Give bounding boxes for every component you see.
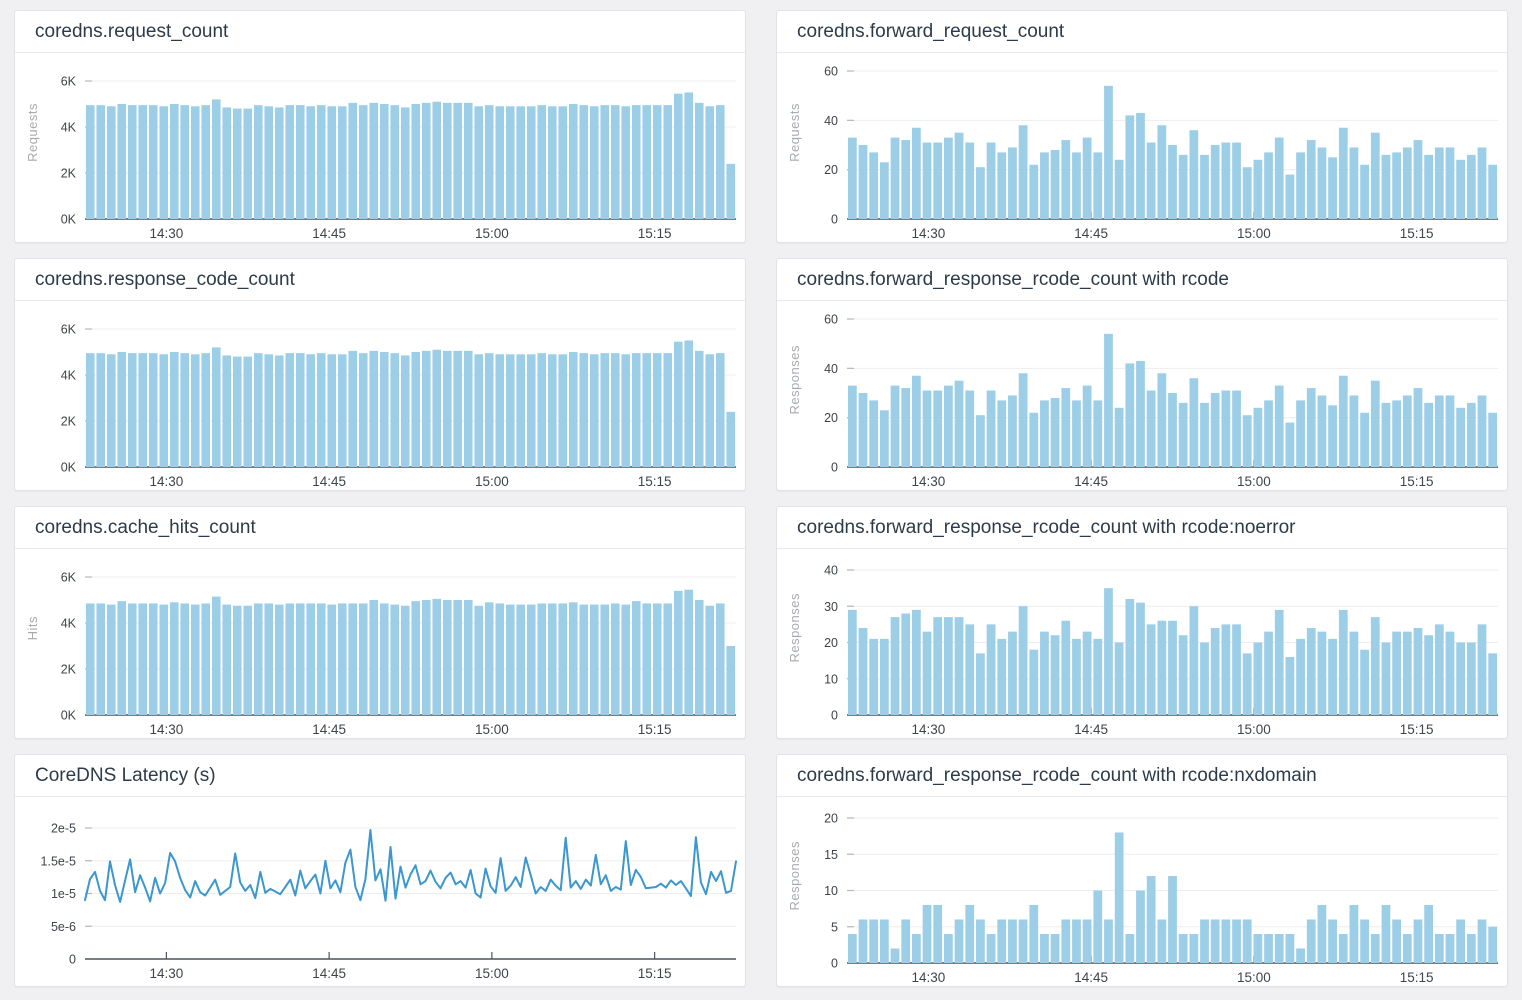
svg-text:15:00: 15:00 <box>475 722 509 737</box>
chart-title: coredns.forward_response_rcode_count wit… <box>777 507 1507 549</box>
svg-text:4K: 4K <box>61 617 77 631</box>
svg-text:15:00: 15:00 <box>1237 226 1271 241</box>
chart-card-request-count: coredns.request_count Requests 0K 2K 4K 6K 1… <box>14 10 746 243</box>
svg-text:14:45: 14:45 <box>312 722 346 737</box>
svg-text:5: 5 <box>831 920 838 934</box>
svg-text:10: 10 <box>824 672 838 686</box>
chart-title: coredns.response_code_count <box>15 259 745 301</box>
svg-text:2e-5: 2e-5 <box>51 822 76 836</box>
chart-title: coredns.forward_response_rcode_count wit… <box>777 755 1507 797</box>
svg-text:20: 20 <box>824 411 838 425</box>
svg-text:0: 0 <box>69 953 76 967</box>
svg-text:0: 0 <box>831 957 838 971</box>
svg-text:0K: 0K <box>61 461 77 475</box>
svg-text:15:00: 15:00 <box>1237 970 1271 985</box>
svg-text:2K: 2K <box>61 415 77 429</box>
svg-text:14:30: 14:30 <box>911 474 945 489</box>
svg-text:0: 0 <box>831 213 838 227</box>
chart-card-rcode-nxdomain: coredns.forward_response_rcode_count wit… <box>776 754 1508 987</box>
svg-text:15:00: 15:00 <box>1237 722 1271 737</box>
svg-text:60: 60 <box>824 65 838 79</box>
svg-text:6K: 6K <box>61 75 77 89</box>
svg-text:15: 15 <box>824 848 838 862</box>
svg-text:15:15: 15:15 <box>638 474 672 489</box>
svg-text:1e-5: 1e-5 <box>51 887 76 901</box>
svg-text:15:15: 15:15 <box>1400 722 1434 737</box>
chart-plot-area[interactable]: Requests 0K 2K 4K 6K 14:30 14:45 15:00 15:15 <box>15 53 745 242</box>
svg-text:15:15: 15:15 <box>1400 474 1434 489</box>
svg-text:15:15: 15:15 <box>1400 226 1434 241</box>
chart-title: coredns.forward_request_count <box>777 11 1507 53</box>
chart-card-forward-request-count: coredns.forward_request_count Requests 0… <box>776 10 1508 243</box>
svg-text:14:45: 14:45 <box>1074 722 1108 737</box>
svg-text:0K: 0K <box>61 213 77 227</box>
svg-text:15:00: 15:00 <box>475 226 509 241</box>
svg-text:1.5e-5: 1.5e-5 <box>41 854 76 868</box>
svg-text:14:30: 14:30 <box>911 722 945 737</box>
svg-text:14:30: 14:30 <box>149 722 183 737</box>
svg-text:0K: 0K <box>61 709 77 723</box>
svg-text:14:45: 14:45 <box>312 474 346 489</box>
chart-card-forward-response-rcode: coredns.forward_response_rcode_count wit… <box>776 258 1508 491</box>
svg-text:20: 20 <box>824 636 838 650</box>
svg-text:14:30: 14:30 <box>911 970 945 985</box>
svg-text:14:45: 14:45 <box>312 226 346 241</box>
chart-title: coredns.cache_hits_count <box>15 507 745 549</box>
svg-text:14:45: 14:45 <box>1074 226 1108 241</box>
svg-text:14:30: 14:30 <box>149 966 183 981</box>
svg-text:14:30: 14:30 <box>149 226 183 241</box>
chart-card-cache-hits-count: coredns.cache_hits_count Hits 0K 2K 4K 6K 14… <box>14 506 746 739</box>
chart-plot-area[interactable]: Responses 0 10 20 30 40 14:30 14:45 15:00 15:15 <box>777 549 1507 738</box>
svg-text:2K: 2K <box>61 167 77 181</box>
svg-text:15:00: 15:00 <box>475 966 509 981</box>
svg-text:2K: 2K <box>61 663 77 677</box>
svg-text:20: 20 <box>824 812 838 826</box>
chart-plot-area[interactable]: Requests 0 20 40 60 14:30 14:45 15:00 15:15 <box>777 53 1507 242</box>
svg-text:4K: 4K <box>61 369 77 383</box>
svg-text:15:15: 15:15 <box>638 722 672 737</box>
chart-plot-area[interactable]: 0K 2K 4K 6K 14:30 14:45 15:00 15:15 <box>15 301 745 490</box>
svg-text:60: 60 <box>824 313 838 327</box>
svg-text:15:15: 15:15 <box>638 226 672 241</box>
svg-text:14:30: 14:30 <box>911 226 945 241</box>
chart-card-latency: CoreDNS Latency (s) 0 5e-6 1e-5 1.5e-5 2e-5 1… <box>14 754 746 987</box>
svg-text:15:15: 15:15 <box>1400 970 1434 985</box>
svg-text:14:45: 14:45 <box>1074 474 1108 489</box>
svg-text:6K: 6K <box>61 323 77 337</box>
svg-text:6K: 6K <box>61 571 77 585</box>
chart-plot-area[interactable]: 0 5e-6 1e-5 1.5e-5 2e-5 14:30 14:45 15:00 15:15 <box>15 797 745 986</box>
svg-text:15:00: 15:00 <box>1237 474 1271 489</box>
svg-text:0: 0 <box>831 461 838 475</box>
chart-title: coredns.request_count <box>15 11 745 53</box>
svg-text:14:45: 14:45 <box>1074 970 1108 985</box>
svg-text:14:30: 14:30 <box>149 474 183 489</box>
svg-text:40: 40 <box>824 564 838 578</box>
chart-card-response-code-count: coredns.response_code_count 0K 2K 4K 6K 14:3… <box>14 258 746 491</box>
svg-text:0: 0 <box>831 709 838 723</box>
svg-text:10: 10 <box>824 884 838 898</box>
svg-text:20: 20 <box>824 163 838 177</box>
svg-text:5e-6: 5e-6 <box>51 920 76 934</box>
chart-plot-area[interactable]: Responses 0 20 40 60 14:30 14:45 15:00 15:15 <box>777 301 1507 490</box>
chart-title: CoreDNS Latency (s) <box>15 755 745 797</box>
svg-text:15:00: 15:00 <box>475 474 509 489</box>
chart-card-rcode-noerror: coredns.forward_response_rcode_count wit… <box>776 506 1508 739</box>
chart-title: coredns.forward_response_rcode_count wit… <box>777 259 1507 301</box>
svg-text:40: 40 <box>824 362 838 376</box>
svg-text:4K: 4K <box>61 121 77 135</box>
svg-text:30: 30 <box>824 600 838 614</box>
svg-text:14:45: 14:45 <box>312 966 346 981</box>
svg-text:15:15: 15:15 <box>638 966 672 981</box>
svg-text:40: 40 <box>824 114 838 128</box>
chart-plot-area[interactable]: Responses 0 5 10 15 20 14:30 14:45 15:00 15:15 <box>777 797 1507 986</box>
chart-plot-area[interactable]: Hits 0K 2K 4K 6K 14:30 14:45 15:00 15:15 <box>15 549 745 738</box>
